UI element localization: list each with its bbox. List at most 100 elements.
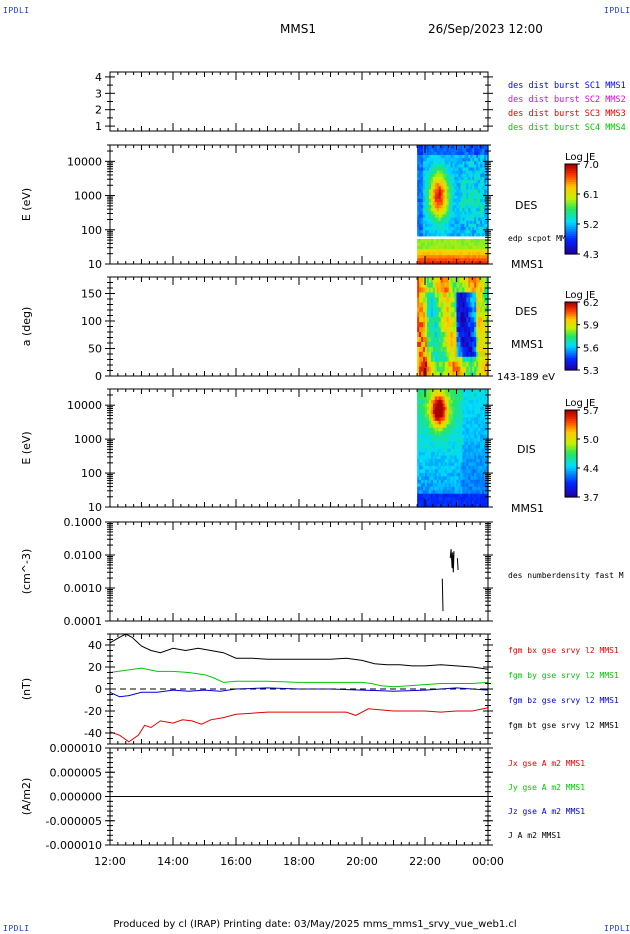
spectrogram-cell <box>468 351 471 357</box>
spectrogram-cell <box>442 210 446 215</box>
spectrogram-cell <box>458 454 462 460</box>
spectrogram-cell <box>434 195 438 199</box>
spectrogram-cell <box>462 331 465 337</box>
spectrogram-cell <box>482 207 485 212</box>
spectrogram-cell <box>417 427 420 432</box>
spectrogram-cell <box>462 427 465 432</box>
spectrogram-cell <box>426 213 430 218</box>
spectrogram-cell <box>438 441 442 446</box>
spectrogram-cell <box>442 496 446 501</box>
spectrogram-cell <box>486 257 489 262</box>
spectrogram-cell <box>436 371 440 377</box>
spectrogram-cell <box>421 420 424 425</box>
spectrogram-cell <box>468 389 471 394</box>
spectrogram-cell <box>480 195 483 199</box>
spectrogram-cell <box>426 223 430 228</box>
spectrogram-cell <box>421 326 424 333</box>
spectrogram-cell <box>474 500 477 505</box>
spectrogram-cell <box>421 251 424 256</box>
spectrogram-cell <box>454 395 458 401</box>
spectrogram-cell <box>474 151 477 155</box>
spectrogram-cell <box>480 260 483 265</box>
spectrogram-cell <box>468 151 471 155</box>
spectrogram-cell <box>417 389 420 394</box>
spectrogram-cell <box>482 336 485 342</box>
spectrogram-cell <box>432 291 436 298</box>
spectrogram-cell <box>482 160 485 165</box>
spectrogram-cell <box>462 395 465 401</box>
spectrogram-cell <box>430 257 434 262</box>
spectrogram-cell <box>438 238 442 243</box>
spectrogram-cell <box>436 160 440 165</box>
spectrogram-cell <box>468 416 471 421</box>
spectrogram-cell <box>446 441 450 446</box>
spectrogram-cell <box>419 245 422 249</box>
spectrogram-cell <box>436 229 440 234</box>
spectrogram-cell <box>428 251 432 256</box>
spectrogram-cell <box>423 341 426 347</box>
spectrogram-cell <box>462 420 465 425</box>
spectrogram-cell <box>476 486 479 491</box>
spectrogram-cell <box>438 458 442 463</box>
spectrogram-cell <box>482 145 485 149</box>
spectrogram-cell <box>486 204 489 209</box>
spectrogram-cell <box>434 281 438 288</box>
spectrogram-cell <box>480 402 483 407</box>
spectrogram-cell <box>419 465 422 470</box>
spectrogram-cell <box>482 448 485 453</box>
spectrogram-cell <box>444 229 448 234</box>
spectrogram-cell <box>474 389 477 394</box>
spectrogram-cell <box>426 157 430 162</box>
spectrogram-cell <box>444 223 448 228</box>
spectrogram-cell <box>426 220 430 224</box>
spectrogram-cell <box>454 201 458 206</box>
spectrogram-cell <box>484 448 487 453</box>
spectrogram-cell <box>474 179 477 184</box>
spectrogram-cell <box>428 176 432 181</box>
colorbar-cell <box>565 453 577 457</box>
spectrogram-cell <box>464 229 467 234</box>
spectrogram-cell <box>450 486 454 491</box>
colorbar-cell <box>565 173 577 176</box>
spectrogram-cell <box>482 245 485 249</box>
spectrogram-cell <box>466 188 469 193</box>
spectrogram-cell <box>464 486 467 491</box>
spectrogram-cell <box>417 260 420 265</box>
spectrogram-cell <box>430 291 434 298</box>
spectrogram-cell <box>462 301 465 308</box>
spectrogram-cell <box>474 182 477 187</box>
spectrogram-cell <box>478 454 481 460</box>
spectrogram-cell <box>432 281 436 288</box>
spectrogram-cell <box>417 434 420 439</box>
colorbar-cell <box>565 420 577 424</box>
spectrogram-cell <box>442 402 446 407</box>
spectrogram-cell <box>425 475 428 480</box>
spectrogram-cell <box>478 392 481 397</box>
spectrogram-cell <box>444 238 448 243</box>
spectrogram-cell <box>470 257 473 262</box>
spectrogram-cell <box>472 392 475 397</box>
y-tick-label: -40 <box>84 727 102 740</box>
spectrogram-cell <box>450 145 454 149</box>
spectrogram-cell <box>440 245 444 249</box>
spectrogram-cell <box>440 201 444 206</box>
spectrogram-cell <box>428 213 432 218</box>
colorbar-cell <box>565 466 577 470</box>
spectrogram-cell <box>423 245 426 249</box>
spectrogram-cell <box>430 472 434 477</box>
spectrogram-cell <box>486 245 489 249</box>
spectrogram-cell <box>444 179 448 184</box>
spectrogram-cell <box>450 351 454 357</box>
spectrogram-cell <box>442 406 446 411</box>
spectrogram-cell <box>466 254 469 259</box>
spectrogram-cell <box>460 213 464 218</box>
spectrogram-cell <box>484 500 487 505</box>
spectrogram-cell <box>482 286 485 293</box>
spectrogram-cell <box>458 423 462 428</box>
spectrogram-cell <box>438 336 442 342</box>
spectrogram-cell <box>440 251 444 256</box>
colorbar-cell <box>565 179 577 183</box>
spectrogram-cell <box>460 461 464 466</box>
spectrogram-cell <box>464 179 467 184</box>
spectrogram-cell <box>442 472 446 477</box>
